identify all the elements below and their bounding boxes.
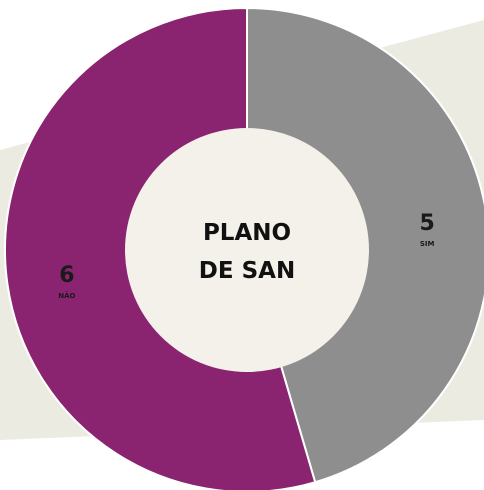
center-title-line-1: PLANO xyxy=(203,220,291,246)
slice-labels: 5 SIM 6 NÃO xyxy=(58,211,435,300)
slice-value-0: 5 xyxy=(419,211,434,236)
donut-center xyxy=(125,128,369,372)
slice-label-0: SIM xyxy=(420,240,435,248)
slice-value-1: 6 xyxy=(59,263,74,288)
center-title-line-2: DE SAN xyxy=(199,258,295,284)
slice-label-1: NÃO xyxy=(58,291,75,300)
